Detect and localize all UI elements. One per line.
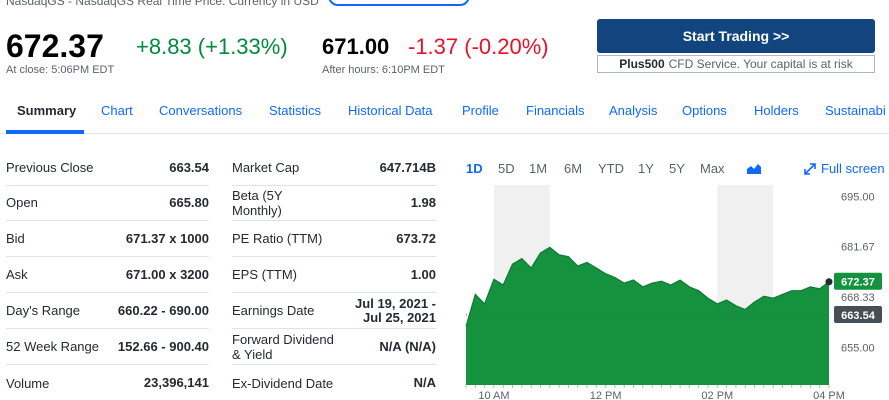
stat-value: Jul 19, 2021 - Jul 25, 2021 [355, 295, 436, 325]
tab-financials[interactable]: Financials [526, 103, 585, 118]
stat-label: Market Cap [232, 160, 300, 175]
stat-label: Previous Close [6, 160, 94, 175]
range-ytd[interactable]: YTD [598, 161, 624, 176]
stat-value: 647.714B [379, 159, 436, 175]
quote-nav-tabs: Summary Chart Conversations Statistics H… [0, 100, 889, 134]
table-row: Day's Range 660.22 - 690.00 [6, 293, 209, 329]
stat-label: Ex-Dividend Date [232, 375, 334, 391]
table-row: Beta (5Y Monthly) 1.98 [232, 185, 436, 221]
tab-historical-data[interactable]: Historical Data [348, 103, 433, 118]
y-tick-label: 681.67 [841, 242, 875, 254]
close-time: At close: 5:06PM EDT [6, 64, 115, 76]
ad-disclaimer[interactable]: Plus500 CFD Service. Your capital is at … [597, 55, 875, 73]
price-line [465, 246, 830, 327]
table-row: Earnings Date Jul 19, 2021 - Jul 25, 2021 [232, 293, 436, 329]
stat-label: PE Ratio (TTM) [232, 231, 323, 246]
stat-label: Day's Range [6, 303, 81, 318]
stat-label: 52 Week Range [6, 339, 99, 354]
x-tick-label: 10 AM [478, 390, 509, 400]
stat-value: N/A (N/A) [379, 338, 436, 354]
price-area [466, 247, 829, 385]
tab-options[interactable]: Options [682, 103, 727, 118]
ad-disclaimer-text: CFD Service. Your capital is at risk [668, 57, 853, 71]
table-row: PE Ratio (TTM) 673.72 [232, 221, 436, 257]
x-tick-label: 12 PM [590, 390, 622, 400]
stat-label: Open [6, 195, 38, 210]
tab-profile[interactable]: Profile [462, 103, 499, 118]
range-1m[interactable]: 1M [529, 161, 548, 176]
tab-holders[interactable]: Holders [754, 103, 799, 118]
stat-value: 660.22 - 690.00 [117, 302, 209, 318]
tab-analysis[interactable]: Analysis [609, 103, 658, 118]
tab-summary[interactable]: Summary [17, 103, 77, 118]
current-price-tag-label: 672.37 [841, 277, 875, 289]
full-screen-icon[interactable] [803, 162, 817, 176]
table-row: Forward Dividend & Yield N/A (N/A) [232, 329, 436, 365]
range-1d[interactable]: 1D [466, 161, 483, 176]
after-hours-change: -1.37 (-0.20%) [408, 34, 549, 59]
tab-chart[interactable]: Chart [101, 103, 133, 118]
range-6m[interactable]: 6M [564, 161, 583, 176]
stat-value: 673.72 [396, 230, 436, 246]
current-price-dot [825, 278, 833, 286]
after-hours-time: After hours: 6:10PM EDT [322, 64, 445, 76]
tab-statistics[interactable]: Statistics [269, 103, 322, 118]
y-tick-label: 668.33 [841, 292, 875, 304]
prev-close-tag [834, 306, 882, 324]
follow-button[interactable] [328, 0, 470, 6]
stat-label: Beta (5Y Monthly) [232, 187, 283, 218]
ad-brand: Plus500 [619, 57, 665, 71]
tab-conversations[interactable]: Conversations [159, 103, 243, 118]
range-5y[interactable]: 5Y [669, 161, 685, 176]
stat-label: Earnings Date [232, 303, 315, 318]
stat-label: Bid [6, 231, 25, 246]
x-tick-label: 02 PM [701, 390, 733, 400]
range-1y[interactable]: 1Y [638, 161, 654, 176]
stat-value: 663.54 [169, 159, 209, 175]
stat-label: Volume [6, 375, 50, 391]
table-row: Market Cap 647.714B [232, 150, 436, 186]
x-tick-label: 04 PM [813, 390, 845, 400]
stat-value: N/A [413, 375, 436, 390]
table-row: Open 665.80 [6, 185, 209, 221]
table-row: Bid 671.37 x 1000 [6, 221, 209, 257]
range-5d[interactable]: 5D [498, 161, 515, 176]
table-row: Ex-Dividend Date N/A [232, 365, 436, 400]
stat-value: 1.00 [410, 266, 436, 282]
stat-value: 671.00 x 3200 [125, 266, 209, 282]
y-tick-label: 695.00 [841, 191, 875, 203]
start-trading-button[interactable]: Start Trading >> [597, 19, 875, 53]
stat-value: 1.98 [410, 194, 436, 210]
prev-close-tag-label: 663.54 [841, 310, 876, 322]
stat-value: 152.66 - 900.40 [117, 338, 209, 354]
chart-type-icon[interactable] [746, 163, 762, 175]
y-tick-label: 655.00 [841, 342, 875, 354]
range-max[interactable]: Max [700, 161, 725, 176]
active-tab-indicator [6, 130, 84, 134]
after-hours-price: 671.00 [322, 34, 390, 59]
stat-label: Forward Dividend & Yield [232, 331, 334, 362]
table-row: EPS (TTM) 1.00 [232, 257, 436, 293]
table-row: 52 Week Range 152.66 - 900.40 [6, 329, 209, 365]
stat-label: Ask [6, 267, 28, 282]
price-chart: 1D 5D 1M 6M YTD 1Y 5Y Max Full screen 69… [464, 155, 889, 400]
table-row: Previous Close 663.54 [6, 150, 209, 186]
stat-value: 671.37 x 1000 [125, 230, 209, 246]
tab-sustainability[interactable]: Sustainabi [825, 103, 886, 118]
current-price: 672.37 [6, 28, 104, 64]
current-price-tag [834, 272, 882, 290]
stat-value: 665.80 [169, 194, 209, 210]
table-row: Ask 671.00 x 3200 [6, 257, 209, 293]
chart-canvas: 695.00 681.67 668.33 655.00 10 AM 12 PM 02 PM 0… [465, 185, 882, 400]
stat-value: 23,396,141 [143, 375, 209, 390]
stat-label: EPS (TTM) [232, 267, 297, 282]
table-row: Volume 23,396,141 [6, 365, 209, 400]
full-screen-link[interactable]: Full screen [821, 161, 885, 176]
price-change: +8.83 (+1.33%) [136, 34, 288, 59]
exchange-info: NasdaqGS - NasdaqGS Real Time Price. Cur… [6, 0, 319, 8]
